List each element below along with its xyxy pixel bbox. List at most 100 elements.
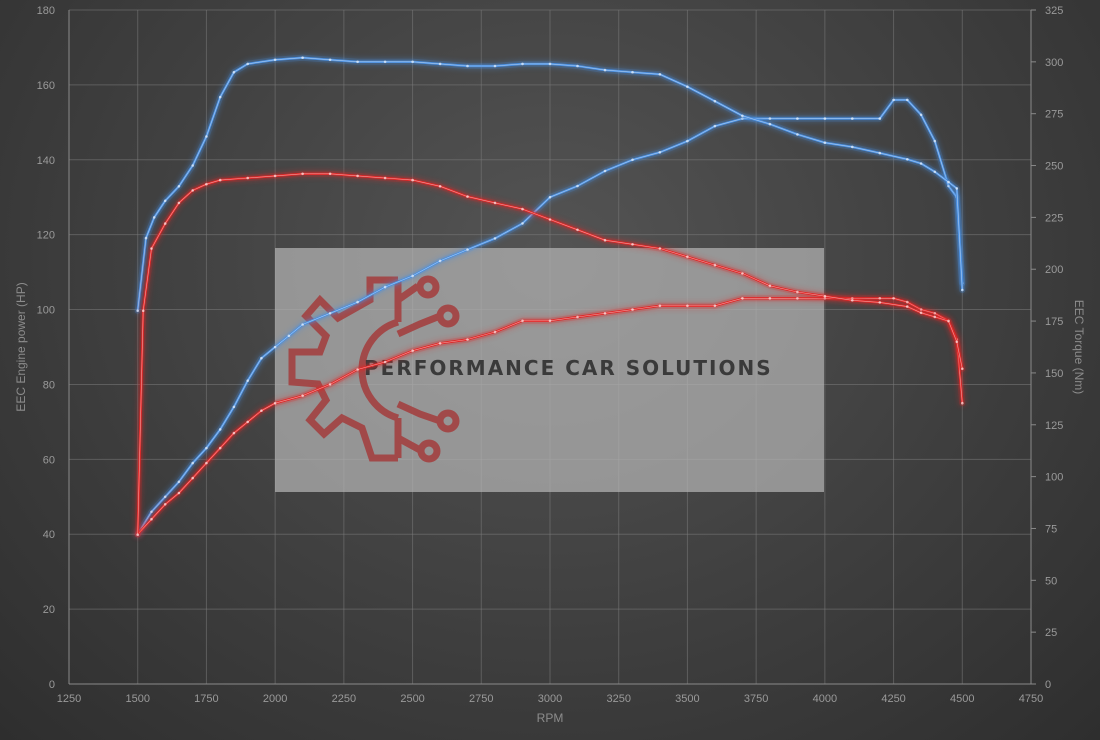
- data-point: [383, 285, 387, 289]
- watermark: PERFORMANCE CAR SOLUTIONS: [275, 248, 824, 492]
- x-tick-label: 3250: [606, 693, 630, 705]
- data-point: [273, 345, 277, 349]
- data-point: [273, 58, 277, 62]
- data-point: [144, 236, 148, 240]
- data-point: [163, 199, 167, 203]
- data-point: [768, 284, 772, 288]
- left-tick-label: 160: [37, 80, 55, 92]
- series-highlight: [137, 173, 963, 535]
- data-point: [163, 222, 167, 225]
- data-point: [438, 342, 442, 345]
- right-tick-label: 300: [1045, 57, 1063, 69]
- data-point: [383, 60, 387, 64]
- data-point: [246, 176, 249, 180]
- right-tick-label: 25: [1045, 627, 1057, 639]
- data-point: [631, 243, 634, 246]
- data-point: [301, 323, 304, 326]
- left-tick-label: 0: [49, 679, 55, 691]
- data-point: [191, 164, 194, 167]
- data-point: [260, 409, 263, 413]
- data-point: [741, 297, 744, 300]
- data-point: [150, 517, 153, 521]
- data-point: [493, 330, 497, 334]
- right-axis-ticks: 0 25 50 75 100 125 150 175 200 225 250 275 300 325: [1045, 5, 1063, 691]
- x-tick-label: 2750: [469, 693, 493, 705]
- data-point: [383, 360, 387, 364]
- data-point: [411, 274, 414, 278]
- data-point: [438, 185, 442, 188]
- right-tick-label: 250: [1045, 161, 1063, 173]
- data-point: [603, 312, 607, 315]
- x-tick-label: 1250: [57, 693, 81, 705]
- data-point: [686, 255, 689, 259]
- data-point: [796, 297, 799, 300]
- data-point: [631, 158, 634, 162]
- data-point: [631, 70, 634, 74]
- data-point: [438, 62, 442, 66]
- data-point: [466, 64, 469, 68]
- data-point: [603, 238, 607, 242]
- data-point: [713, 304, 717, 308]
- data-point: [260, 356, 263, 360]
- right-tick-label: 200: [1045, 264, 1063, 276]
- data-point: [205, 461, 208, 465]
- data-point: [205, 446, 208, 450]
- data-point: [892, 98, 895, 102]
- x-tick-label: 3000: [538, 693, 562, 705]
- data-point: [947, 319, 950, 323]
- data-point: [955, 187, 959, 190]
- data-point: [163, 503, 167, 506]
- data-point: [741, 272, 744, 275]
- x-tick-label: 1750: [194, 693, 218, 705]
- data-point: [328, 312, 332, 315]
- data-point: [218, 446, 222, 450]
- data-point: [218, 428, 222, 431]
- data-point: [823, 141, 827, 144]
- data-point: [658, 151, 662, 154]
- x-tick-label: 4000: [813, 693, 837, 705]
- data-point: [328, 172, 332, 176]
- data-point: [150, 247, 153, 250]
- data-point: [878, 301, 882, 304]
- data-point: [961, 401, 964, 405]
- data-point: [892, 297, 895, 300]
- data-point: [177, 185, 181, 188]
- data-point: [686, 304, 689, 308]
- x-tick-label: 4250: [881, 693, 905, 705]
- data-point: [548, 218, 552, 221]
- data-point: [796, 117, 799, 120]
- data-point: [163, 495, 167, 499]
- data-point: [301, 172, 304, 176]
- data-point: [232, 431, 236, 435]
- right-tick-label: 275: [1045, 109, 1063, 121]
- series-4: [134, 170, 966, 538]
- data-point: [878, 297, 882, 300]
- left-tick-label: 120: [37, 230, 55, 242]
- data-point: [878, 151, 882, 155]
- x-axis-ticks: 1250 1500 1750 2000 2250 2500 2750 3000 3250 3500…: [57, 693, 1043, 705]
- data-point: [576, 184, 579, 188]
- data-point: [851, 117, 854, 120]
- data-point: [191, 476, 194, 480]
- data-point: [823, 294, 827, 298]
- data-point: [356, 174, 359, 178]
- x-tick-label: 2000: [263, 693, 287, 705]
- x-axis-title: RPM: [537, 711, 564, 725]
- data-point: [466, 195, 469, 198]
- right-tick-label: 75: [1045, 523, 1057, 535]
- chart-grid: [68, 9, 1036, 685]
- data-point: [741, 114, 744, 118]
- data-point: [246, 62, 249, 66]
- data-point: [177, 480, 181, 484]
- left-tick-label: 180: [37, 5, 55, 17]
- data-point: [136, 533, 139, 536]
- left-tick-label: 40: [43, 529, 55, 541]
- data-point: [658, 247, 662, 250]
- x-tick-label: 2500: [400, 693, 424, 705]
- data-point: [232, 70, 236, 74]
- data-point: [191, 189, 194, 192]
- x-tick-label: 2250: [332, 693, 356, 705]
- data-point: [218, 178, 222, 182]
- data-point: [246, 420, 249, 424]
- right-axis-title: EEC Torque (Nm): [1072, 300, 1086, 394]
